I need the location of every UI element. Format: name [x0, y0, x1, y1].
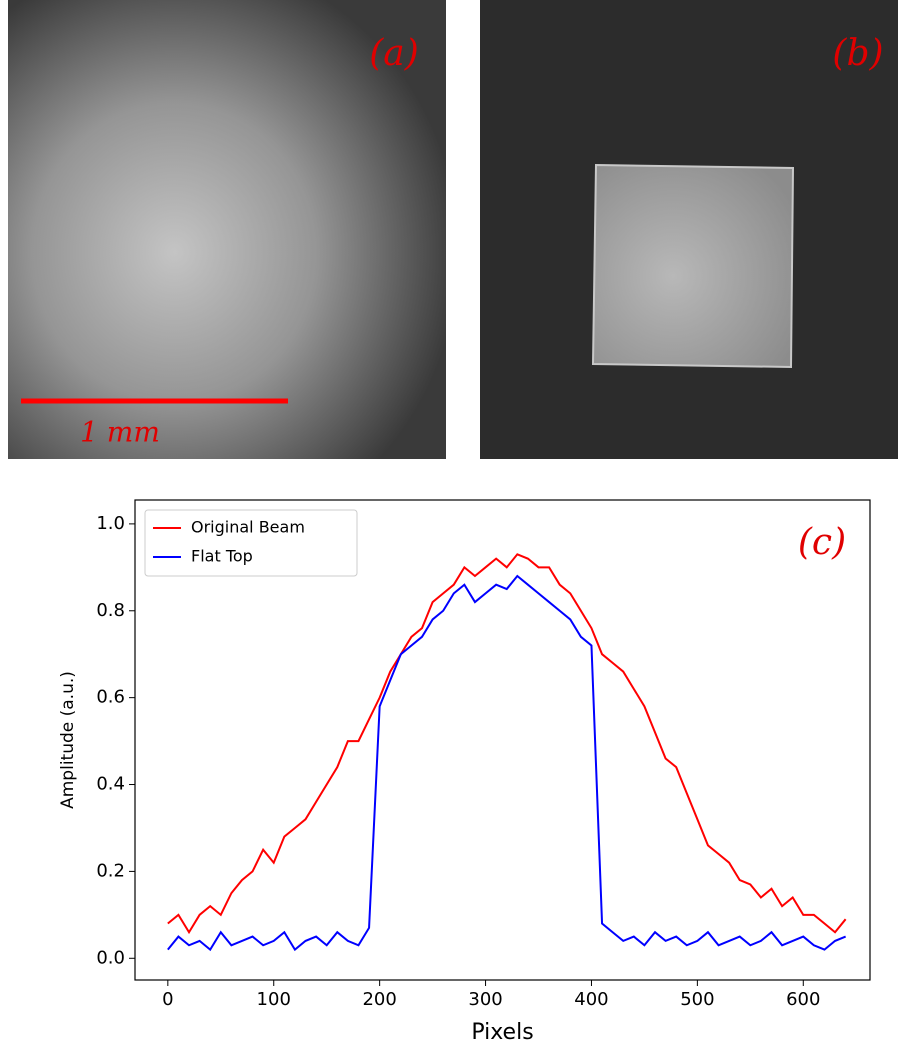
x-tick-label: 400: [574, 989, 608, 1010]
x-tick-label: 600: [786, 989, 820, 1010]
x-tick-label: 500: [680, 989, 714, 1010]
x-tick-label: 300: [468, 989, 502, 1010]
y-tick-label: 1.0: [96, 513, 125, 534]
panel-label: (b): [832, 33, 883, 74]
panel-label: (a): [369, 33, 419, 74]
y-tick-label: 0.6: [96, 687, 125, 708]
y-tick-label: 0.4: [96, 774, 125, 795]
x-tick-label: 200: [362, 989, 396, 1010]
legend-label: Flat Top: [191, 547, 253, 566]
chart: 0 100 200 300 400 500 600 0.0 0.2 0.4 0.6 0.8 1.0 Pix…: [58, 499, 871, 1045]
plot-area: [134, 499, 871, 981]
y-tick-label: 0.0: [96, 947, 125, 968]
panel-label: (c): [798, 522, 846, 563]
x-tick-label: 100: [257, 989, 291, 1010]
legend-box: [144, 509, 358, 577]
series-line: [167, 553, 847, 935]
x-tick-label: 0: [162, 989, 173, 1010]
y-tick-label: 0.2: [96, 860, 125, 881]
beam-image-a: [8, 0, 446, 459]
legend-label: Original Beam: [191, 518, 305, 537]
series-line: [167, 574, 847, 952]
y-axis-label: Amplitude (a.u.): [58, 671, 78, 809]
scale-label: 1 mm: [80, 416, 160, 449]
y-tick-label: 0.8: [96, 600, 125, 621]
x-axis-label: Pixels: [471, 1020, 533, 1045]
flat-top-square: [591, 163, 795, 369]
